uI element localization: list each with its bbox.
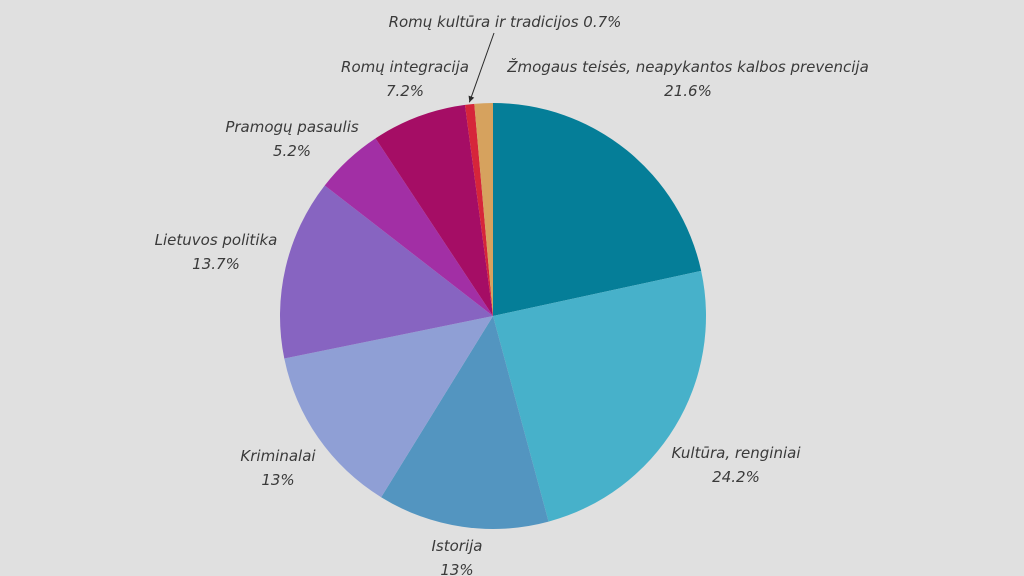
slice-labels: Žmogaus teisės, neapykantos kalbos preve… (155, 13, 869, 576)
slice-label-pramogu-pasaulis: Pramogų pasaulis (225, 118, 359, 136)
pie-slice-kultura-renginiai (493, 270, 707, 522)
slice-value-lietuvos-politika: 13.7% (192, 255, 240, 273)
leader-arrow-romu-kultura-ir-tradicijos (468, 95, 475, 103)
pie-slice-pramogu-pasaulis (324, 138, 493, 316)
slice-label-kultura-renginiai: Kultūra, renginiai (671, 444, 801, 462)
pie-slice-romu-integracija (375, 104, 493, 316)
slice-label-kriminalai: Kriminalai (240, 447, 316, 465)
slice-label-romu-integracija: Romų integracija (341, 58, 469, 76)
slice-value-kultura-renginiai: 24.2% (712, 468, 760, 486)
slice-value-zmogaus-teises-neapykantos-kalbos-prevencija: 21.6% (664, 82, 712, 100)
pie-slice-slice-8 (474, 102, 493, 316)
slice-label-zmogaus-teises-neapykantos-kalbos-prevencija: Žmogaus teisės, neapykantos kalbos preve… (506, 57, 869, 76)
pie-slice-kriminalai (284, 316, 493, 498)
slice-value-romu-integracija: 7.2% (386, 82, 424, 100)
slice-label-istorija: Istorija (432, 537, 483, 555)
leader-lines (468, 32, 495, 103)
pie-slice-romu-kultura-ir-tradicijos (464, 103, 493, 316)
pie-slices (279, 102, 707, 530)
slice-value-kriminalai: 13% (261, 471, 294, 489)
leader-line-romu-kultura-ir-tradicijos (468, 32, 495, 103)
pie-slice-lietuvos-politika (279, 185, 493, 359)
slice-value-istorija: 13% (440, 561, 473, 576)
pie-slice-istorija (381, 316, 549, 530)
slice-label-romu-kultura-ir-tradicijos: Romų kultūra ir tradicijos 0.7% (389, 13, 622, 31)
slice-value-pramogu-pasaulis: 5.2% (273, 142, 311, 160)
slice-label-lietuvos-politika: Lietuvos politika (155, 231, 278, 249)
pie-slice-zmogaus-teises-neapykantos-kalbos-prevencija (493, 103, 702, 316)
